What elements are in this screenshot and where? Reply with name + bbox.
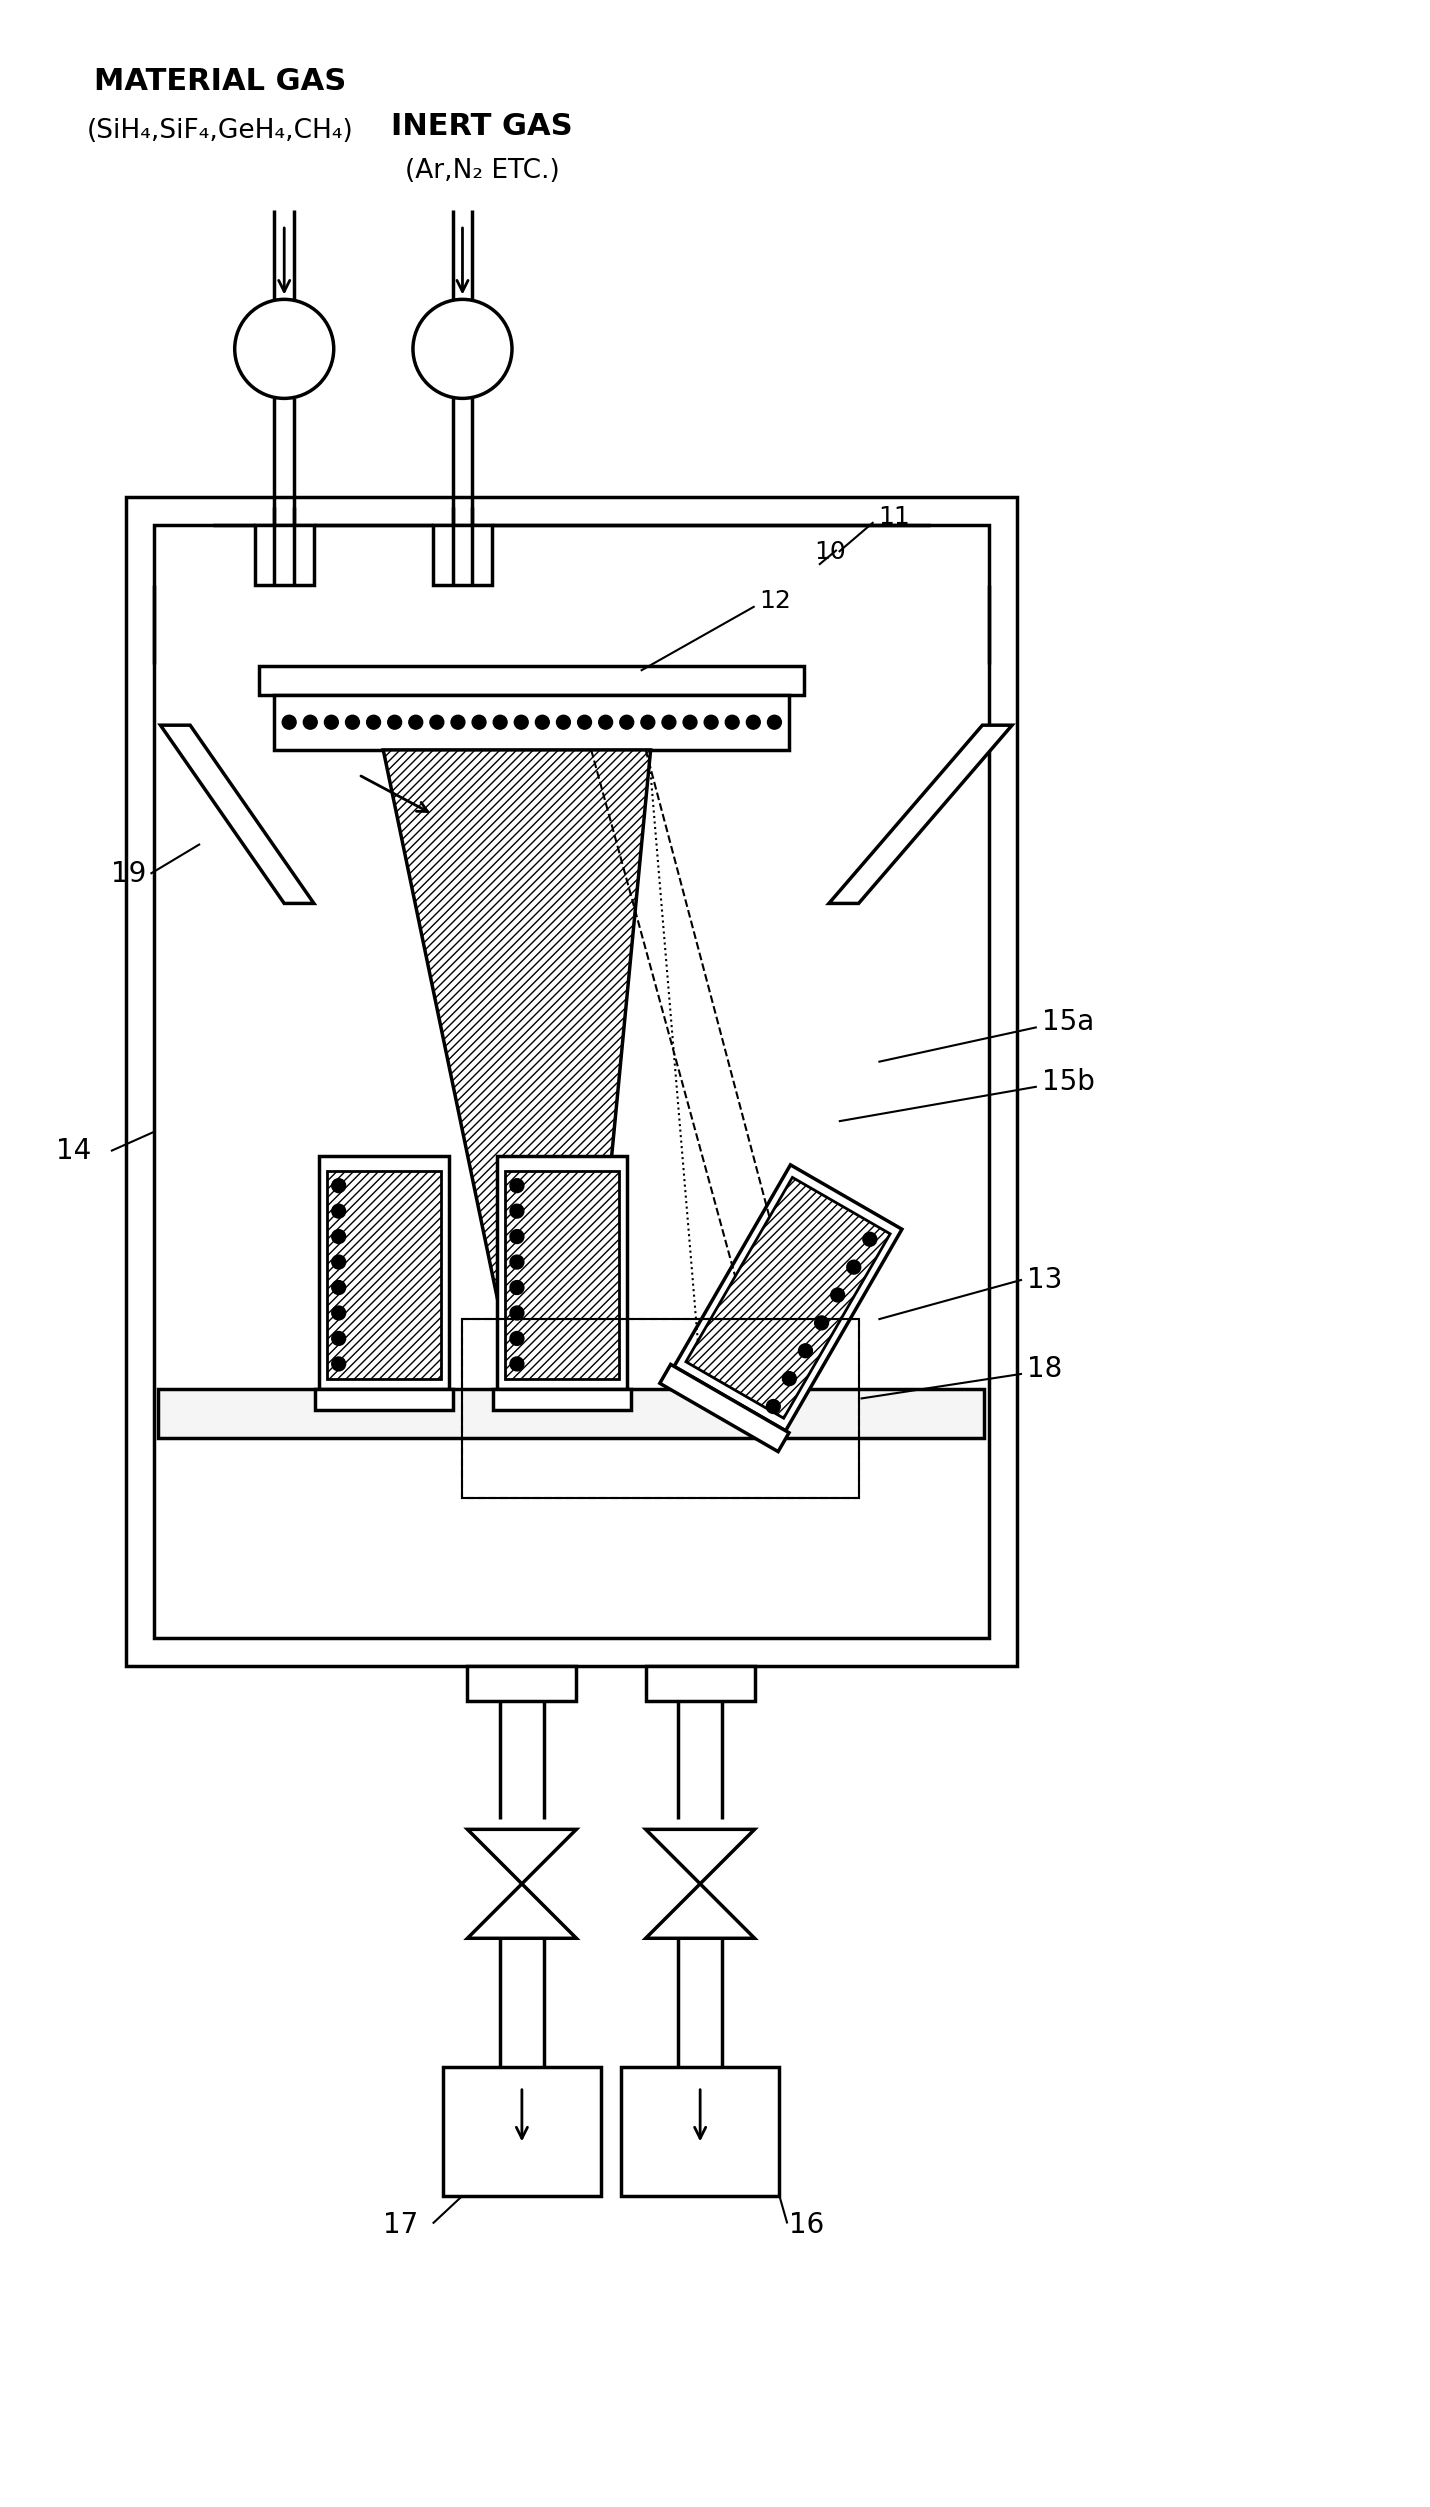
Circle shape xyxy=(511,1203,523,1218)
Text: 14: 14 xyxy=(56,1138,92,1166)
Bar xyxy=(646,1667,755,1700)
Bar xyxy=(126,496,1017,1667)
Polygon shape xyxy=(686,1178,889,1419)
Circle shape xyxy=(332,1306,346,1319)
Circle shape xyxy=(413,298,512,399)
Circle shape xyxy=(831,1289,845,1301)
Circle shape xyxy=(535,714,549,730)
Circle shape xyxy=(511,1281,523,1294)
Bar xyxy=(462,1319,858,1497)
Circle shape xyxy=(684,714,696,730)
Circle shape xyxy=(766,1399,781,1414)
Circle shape xyxy=(798,1344,812,1359)
Polygon shape xyxy=(383,750,651,1369)
Circle shape xyxy=(332,1356,346,1371)
Text: MATERIAL GAS: MATERIAL GAS xyxy=(94,68,346,95)
Text: 16: 16 xyxy=(789,2211,825,2239)
Text: 13: 13 xyxy=(1027,1266,1062,1294)
Circle shape xyxy=(578,714,592,730)
Bar xyxy=(319,1156,449,1389)
Circle shape xyxy=(515,714,528,730)
Circle shape xyxy=(619,714,633,730)
Bar xyxy=(462,1319,858,1497)
Circle shape xyxy=(472,714,486,730)
Text: 15a: 15a xyxy=(1042,1008,1094,1035)
Circle shape xyxy=(409,714,423,730)
Text: INERT GAS: INERT GAS xyxy=(392,110,573,140)
Circle shape xyxy=(511,1356,523,1371)
Polygon shape xyxy=(674,1166,902,1431)
Circle shape xyxy=(725,714,739,730)
Bar xyxy=(621,2066,779,2196)
Bar xyxy=(259,667,804,694)
Polygon shape xyxy=(468,1883,576,1938)
Circle shape xyxy=(511,1228,523,1243)
Circle shape xyxy=(303,714,317,730)
Circle shape xyxy=(332,1256,346,1269)
Bar xyxy=(327,1171,440,1379)
Polygon shape xyxy=(829,725,1012,903)
Circle shape xyxy=(862,1233,877,1246)
Circle shape xyxy=(746,714,761,730)
Polygon shape xyxy=(646,1883,755,1938)
Bar xyxy=(493,1389,631,1411)
Circle shape xyxy=(366,714,380,730)
Text: 15b: 15b xyxy=(1042,1068,1095,1096)
Bar xyxy=(315,1389,452,1411)
Bar xyxy=(255,524,315,584)
Polygon shape xyxy=(468,1830,576,1883)
Text: 18: 18 xyxy=(1027,1354,1062,1384)
Circle shape xyxy=(641,714,655,730)
Circle shape xyxy=(332,1228,346,1243)
Polygon shape xyxy=(659,1364,789,1452)
Circle shape xyxy=(782,1371,797,1386)
Polygon shape xyxy=(160,725,315,903)
Circle shape xyxy=(235,298,333,399)
Circle shape xyxy=(332,1203,346,1218)
Circle shape xyxy=(556,714,571,730)
Polygon shape xyxy=(646,1830,755,1883)
Bar xyxy=(159,1389,984,1439)
Bar xyxy=(153,524,990,1637)
Circle shape xyxy=(511,1306,523,1319)
Circle shape xyxy=(346,714,359,730)
Circle shape xyxy=(325,714,339,730)
Circle shape xyxy=(511,1256,523,1269)
Text: 19: 19 xyxy=(112,860,146,887)
Circle shape xyxy=(388,714,402,730)
Circle shape xyxy=(430,714,443,730)
Text: 17: 17 xyxy=(383,2211,419,2239)
Bar xyxy=(443,2066,601,2196)
Circle shape xyxy=(332,1331,346,1346)
Text: 12: 12 xyxy=(759,589,791,614)
Circle shape xyxy=(332,1178,346,1193)
Circle shape xyxy=(450,714,465,730)
Circle shape xyxy=(599,714,612,730)
Circle shape xyxy=(768,714,781,730)
Circle shape xyxy=(704,714,718,730)
Circle shape xyxy=(282,714,296,730)
Text: 10: 10 xyxy=(814,539,845,564)
Text: 11: 11 xyxy=(878,506,909,529)
Bar xyxy=(433,524,492,584)
Circle shape xyxy=(662,714,676,730)
Bar xyxy=(505,1171,619,1379)
Circle shape xyxy=(847,1261,861,1274)
Bar xyxy=(275,694,789,750)
Circle shape xyxy=(493,714,508,730)
Bar xyxy=(498,1156,626,1389)
Bar xyxy=(468,1667,576,1700)
Circle shape xyxy=(332,1281,346,1294)
Text: (SiH₄,SiF₄,GeH₄,CH₄): (SiH₄,SiF₄,GeH₄,CH₄) xyxy=(86,118,353,143)
Circle shape xyxy=(511,1178,523,1193)
Text: (Ar,N₂ ETC.): (Ar,N₂ ETC.) xyxy=(405,158,559,183)
Circle shape xyxy=(815,1316,828,1329)
Circle shape xyxy=(511,1331,523,1346)
